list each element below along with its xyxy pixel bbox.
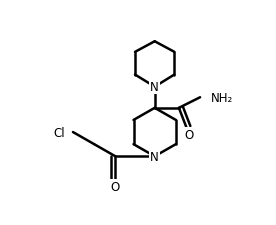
Text: O: O bbox=[111, 180, 120, 193]
Text: NH₂: NH₂ bbox=[211, 91, 233, 104]
Text: Cl: Cl bbox=[54, 126, 65, 139]
Text: O: O bbox=[185, 128, 194, 141]
Text: N: N bbox=[150, 150, 159, 163]
Text: N: N bbox=[150, 81, 159, 94]
